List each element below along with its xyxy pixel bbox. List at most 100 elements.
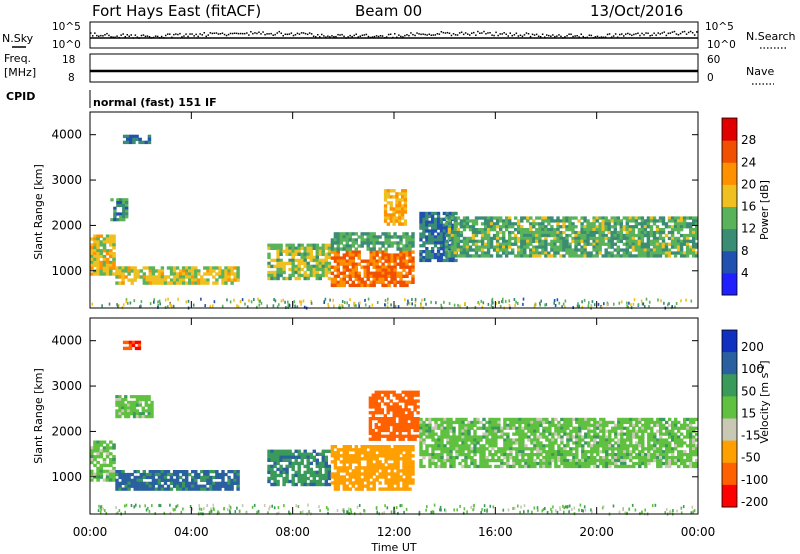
power-speckle <box>287 305 289 309</box>
power-cell <box>670 242 675 246</box>
velocity-cell <box>315 473 319 478</box>
power-cell <box>436 211 441 216</box>
velocity-cell <box>363 475 367 479</box>
velocity-cell <box>392 422 396 427</box>
velocity-cell <box>109 458 113 462</box>
velocity-cell <box>197 475 201 480</box>
velocity-cell <box>372 448 376 452</box>
velocity-cell <box>148 470 152 474</box>
nsky-panel-frame <box>89 21 699 49</box>
velocity-cell <box>407 422 411 427</box>
nsky-point <box>406 34 408 36</box>
power-cell <box>109 249 113 253</box>
power-cell <box>378 274 382 278</box>
power-cell <box>471 219 476 223</box>
power-cell <box>315 246 319 250</box>
power-cell <box>520 245 524 249</box>
power-cell <box>142 281 146 285</box>
velocity-cell <box>428 444 432 448</box>
velocity-cell <box>357 484 361 488</box>
nsky-point <box>588 34 591 36</box>
power-cell <box>169 281 174 285</box>
velocity-cell <box>566 453 570 457</box>
velocity-cell <box>542 417 546 422</box>
velocity-cell <box>542 447 546 451</box>
power-cell <box>676 230 681 235</box>
power-cell <box>514 254 518 258</box>
velocity-cell <box>446 450 450 454</box>
velocity-cell <box>587 444 591 448</box>
power-cell <box>333 250 338 254</box>
power-cell <box>282 276 286 281</box>
velocity-cell <box>142 472 146 477</box>
power-cell <box>433 255 438 260</box>
velocity-cell <box>668 441 672 445</box>
velocity-cell <box>276 455 280 459</box>
power-cell <box>270 273 274 278</box>
power-speckle <box>333 304 335 308</box>
power-cell <box>383 216 388 220</box>
velocity-cell <box>491 441 495 445</box>
power-cell <box>502 239 506 243</box>
velocity-cell <box>138 400 142 404</box>
power-cell <box>673 219 678 223</box>
nsky-point <box>122 33 124 35</box>
power-cell <box>586 225 590 229</box>
velocity-cell <box>203 472 207 477</box>
power-cell <box>553 239 557 243</box>
power-cell <box>96 240 100 244</box>
velocity-cell <box>467 464 471 469</box>
velocity-cell <box>333 472 338 476</box>
velocity-cell <box>587 435 591 439</box>
power-cell <box>422 211 426 216</box>
velocity-cell <box>125 340 130 345</box>
velocity-cell <box>608 432 612 436</box>
velocity-cell <box>121 398 125 402</box>
velocity-cell <box>632 464 636 469</box>
velocity-cell <box>623 417 627 422</box>
velocity-cell <box>530 450 534 454</box>
power-cell <box>495 248 500 252</box>
velocity-cell <box>623 464 627 469</box>
velocity-cell <box>150 403 154 407</box>
power-cell <box>375 280 379 284</box>
power-cell <box>520 230 524 235</box>
velocity-cell <box>188 472 192 477</box>
velocity-cell <box>533 441 537 445</box>
velocity-cell <box>467 426 471 430</box>
nsky-point <box>533 34 536 36</box>
power-cell <box>360 238 364 242</box>
power-cell <box>145 281 149 285</box>
velocity-cell <box>431 435 435 439</box>
power-cell <box>541 245 545 249</box>
velocity-cell <box>306 467 310 472</box>
power-speckle <box>576 304 579 308</box>
power-cell <box>556 239 560 243</box>
velocity-cell <box>127 409 131 413</box>
power-cell <box>348 238 352 242</box>
power-cell <box>459 222 464 226</box>
power-cell <box>321 246 325 250</box>
velocity-cell <box>312 479 316 484</box>
power-cell <box>495 219 500 223</box>
velocity-cell <box>99 455 104 459</box>
velocity-cell <box>157 487 162 491</box>
velocity-cell <box>380 428 384 433</box>
power-cell <box>471 239 476 243</box>
power-cell <box>386 189 390 193</box>
power-cell <box>227 275 231 279</box>
velocity-cell <box>416 393 420 397</box>
power-cell <box>383 198 388 202</box>
velocity-cell <box>587 461 591 466</box>
velocity-cell <box>185 472 189 477</box>
power-cell <box>230 281 234 285</box>
power-cell <box>556 216 560 220</box>
velocity-cell <box>377 417 381 421</box>
velocity-cell <box>605 420 609 425</box>
velocity-cell <box>560 441 564 445</box>
power-cell <box>444 222 449 226</box>
nsky-point <box>469 34 471 36</box>
velocity-cell <box>324 461 328 466</box>
velocity-cell <box>593 461 597 466</box>
nsky-point <box>456 34 459 36</box>
